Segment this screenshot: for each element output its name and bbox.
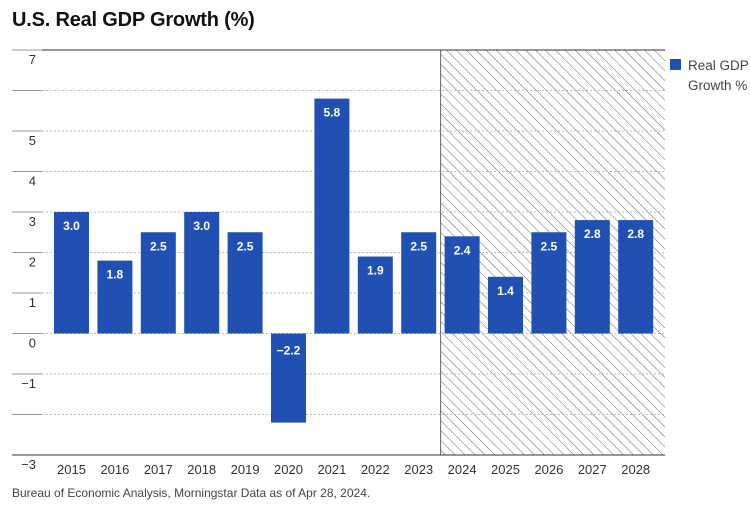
bar-value-label: −2.2: [277, 344, 301, 358]
x-tick-label: 2025: [491, 462, 520, 477]
y-tick-label: 0: [29, 336, 36, 351]
y-tick-label: −1: [21, 376, 36, 391]
y-tick-label: 5: [29, 133, 36, 148]
x-tick-label: 2018: [187, 462, 216, 477]
y-tick-label: 4: [29, 174, 36, 189]
legend-swatch: [670, 59, 681, 70]
bar-value-label: 2.5: [237, 239, 254, 253]
bar-value-label: 1.8: [107, 268, 124, 282]
bar-value-label: 1.4: [497, 284, 514, 298]
bar-value-label: 1.9: [367, 264, 384, 278]
labels-layer: 7 5 4 3 2 1 0 −1 −3 3.0 2015 1.8 2016 2.5 2017 3.0 2018 2…: [21, 52, 650, 477]
bar-value-label: 5.8: [324, 106, 341, 120]
chart-title: U.S. Real GDP Growth (%): [12, 9, 255, 31]
x-tick-label: 2022: [361, 462, 390, 477]
y-tick-label: 7: [29, 52, 36, 67]
x-tick-label: 2023: [404, 462, 433, 477]
bar-2017: [140, 232, 176, 334]
bar-2025: [488, 276, 523, 334]
axis-layer: [12, 49, 665, 456]
bar-value-label: 3.0: [193, 219, 210, 233]
bar-value-label: 2.8: [627, 227, 644, 241]
legend-label: Real GDP Growth %: [688, 58, 749, 93]
bar-value-label: 2.5: [541, 239, 558, 253]
legend: Real GDP Growth %: [670, 56, 750, 96]
bar-value-label: 2.4: [454, 243, 471, 257]
x-tick-label: 2027: [578, 462, 607, 477]
x-tick-label: 2017: [144, 462, 173, 477]
bar-value-label: 2.5: [150, 239, 167, 253]
x-tick-label: 2016: [100, 462, 129, 477]
y-tick-label: −3: [21, 457, 36, 472]
bar-2027: [574, 220, 610, 334]
y-tick-label: 1: [29, 295, 36, 310]
bar-value-label: 3.0: [63, 219, 80, 233]
bar-2024: [444, 236, 480, 334]
bar-2022: [357, 256, 393, 334]
bar-2015: [54, 212, 89, 334]
x-tick-label: 2020: [274, 462, 303, 477]
bar-2019: [227, 232, 263, 334]
source-footnote: Bureau of Economic Analysis, Morningstar…: [12, 486, 371, 500]
bar-2018: [184, 212, 220, 334]
bar-2016: [97, 260, 133, 334]
bar-2026: [531, 232, 567, 334]
bar-2020: [271, 333, 306, 423]
x-tick-label: 2019: [231, 462, 260, 477]
bar-2021: [314, 98, 350, 334]
x-tick-label: 2021: [317, 462, 346, 477]
bar-2023: [401, 232, 437, 334]
bar-2028: [618, 220, 654, 334]
y-tick-label: 3: [29, 214, 36, 229]
y-tick-label: 2: [29, 255, 36, 270]
bar-value-label: 2.8: [584, 227, 601, 241]
x-tick-label: 2015: [57, 462, 86, 477]
bars-layer: [54, 98, 654, 423]
x-tick-label: 2024: [448, 462, 477, 477]
x-tick-label: 2028: [621, 462, 650, 477]
bar-value-label: 2.5: [410, 239, 427, 253]
x-tick-label: 2026: [534, 462, 563, 477]
